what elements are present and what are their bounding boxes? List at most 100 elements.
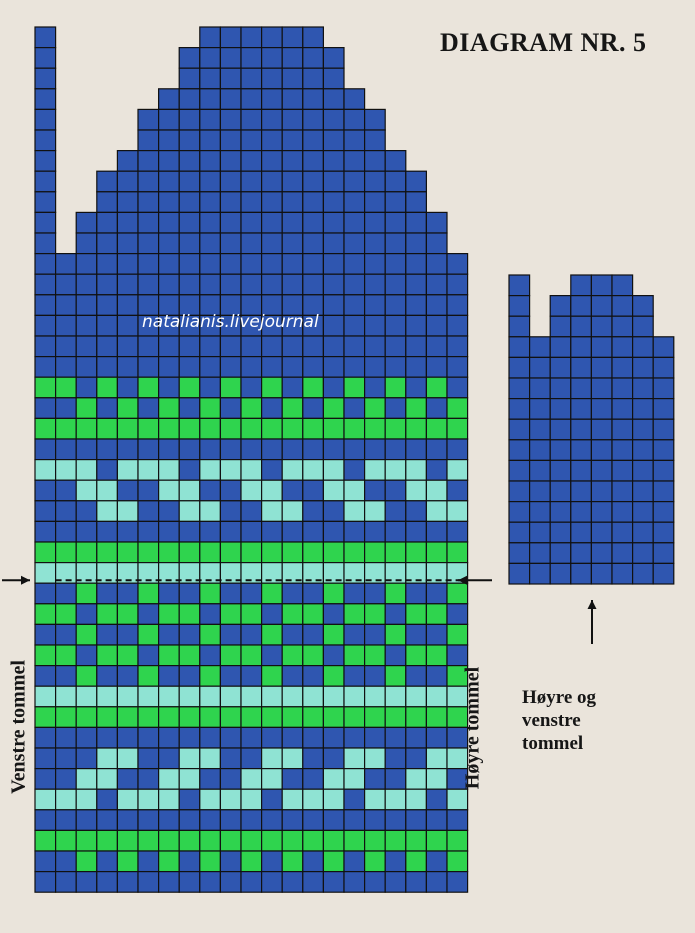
chart-cell (425, 788, 448, 811)
chart-cell (425, 809, 448, 831)
chart-cell (96, 417, 119, 440)
chart-cell (302, 273, 324, 296)
thumb-chart-cell (508, 295, 531, 317)
thumb-chart-cell (652, 336, 675, 358)
chart-cell (302, 870, 324, 893)
chart-cell (219, 191, 242, 214)
chart-cell (261, 664, 283, 687)
chart-cell (322, 438, 345, 461)
chart-cell (384, 582, 407, 605)
chart-cell (322, 767, 345, 790)
chart-cell (302, 685, 324, 708)
chart-cell (240, 541, 263, 564)
chart-cell (219, 108, 242, 131)
chart-cell (240, 747, 263, 770)
chart-cell (364, 685, 386, 708)
chart-cell (384, 500, 407, 522)
thumb-chart-cell (508, 356, 531, 379)
thumb-chart-cell (631, 356, 654, 379)
chart-cell (199, 88, 222, 111)
chart-cell (302, 191, 324, 214)
chart-cell (425, 500, 448, 522)
chart-cell (322, 644, 345, 667)
chart-cell (54, 850, 77, 873)
chart-cell (96, 706, 119, 728)
chart-cell (34, 726, 57, 749)
thumb-chart-cell (508, 480, 531, 503)
chart-cell (261, 850, 283, 873)
chart-cell (343, 747, 366, 770)
chart-cell (34, 273, 57, 296)
chart-cell (281, 191, 304, 214)
chart-cell (405, 479, 427, 502)
chart-cell (405, 644, 427, 667)
chart-cell (322, 273, 345, 296)
chart-cell (199, 335, 222, 358)
thumb-chart-cell (528, 459, 551, 482)
chart-cell (446, 273, 469, 296)
chart-cell (34, 850, 57, 873)
chart-cell (54, 582, 77, 605)
chart-cell (364, 726, 386, 749)
chart-cell (137, 232, 160, 255)
chart-cell (364, 376, 386, 399)
chart-cell (54, 809, 77, 831)
chart-cell (281, 850, 304, 873)
chart-cell (343, 520, 366, 543)
chart-cell (425, 644, 448, 667)
thumb-chart-cell (611, 295, 634, 317)
chart-cell (199, 150, 222, 172)
thumb-chart-cell (590, 480, 613, 503)
chart-cell (116, 644, 139, 667)
chart-cell (261, 253, 283, 275)
chart-cell (178, 685, 201, 708)
chart-cell (261, 479, 283, 502)
thumb-chart-cell (631, 439, 654, 461)
thumb-chart-cell (631, 398, 654, 420)
chart-cell (240, 211, 263, 234)
chart-cell (116, 459, 139, 481)
chart-cell (158, 253, 180, 275)
chart-cell (322, 459, 345, 481)
chart-cell (405, 829, 427, 852)
chart-cell (158, 170, 180, 193)
chart-cell (302, 623, 324, 646)
thumb-chart-cell (652, 480, 675, 503)
chart-cell (178, 211, 201, 234)
chart-cell (54, 417, 77, 440)
chart-cell (158, 603, 180, 625)
left-thumb-label: Venstre tommel (6, 644, 32, 810)
chart-cell (34, 67, 57, 90)
chart-cell (446, 294, 469, 316)
thumb-chart-cell (570, 356, 592, 379)
chart-cell (158, 150, 180, 172)
thumb-chart-cell (652, 418, 675, 441)
chart-cell (178, 46, 201, 69)
chart-cell (322, 170, 345, 193)
chart-cell (240, 46, 263, 69)
chart-cell (405, 314, 427, 337)
chart-cell (75, 479, 98, 502)
chart-cell (219, 767, 242, 790)
chart-cell (343, 211, 366, 234)
chart-cell (158, 129, 180, 152)
chart-cell (158, 706, 180, 728)
chart-cell (199, 26, 222, 49)
chart-cell (96, 191, 119, 214)
chart-cell (178, 108, 201, 131)
chart-cell (158, 850, 180, 873)
chart-cell (178, 870, 201, 893)
chart-cell (281, 376, 304, 399)
chart-cell (137, 664, 160, 687)
chart-cell (425, 767, 448, 790)
chart-cell (178, 850, 201, 873)
chart-cell (425, 603, 448, 625)
chart-cell (302, 232, 324, 255)
chart-cell (405, 294, 427, 316)
chart-cell (446, 459, 469, 481)
thumb-chart-cell (611, 418, 634, 441)
chart-cell (75, 870, 98, 893)
chart-cell (281, 88, 304, 111)
chart-cell (281, 726, 304, 749)
chart-cell (281, 150, 304, 172)
